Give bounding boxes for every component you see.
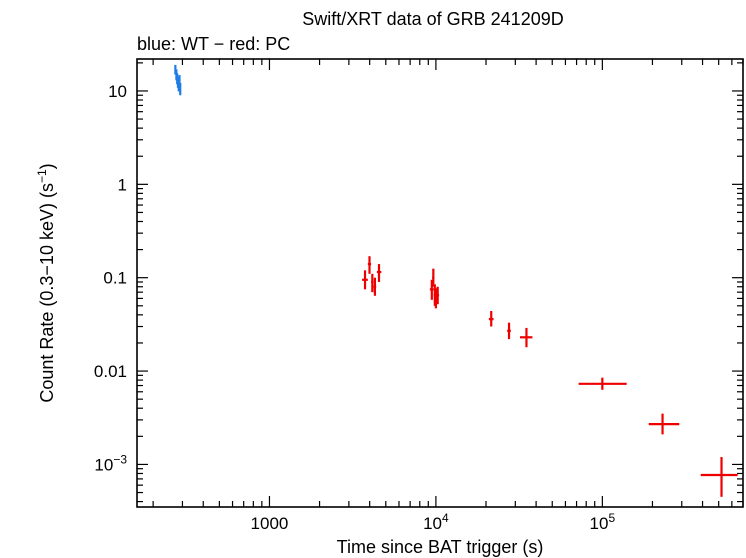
data-point [371,273,374,293]
chart-title: Swift/XRT data of GRB 241209D [302,9,563,29]
y-axis-label-exponent: −1 [35,169,49,183]
data-point [436,286,440,305]
y-tick-label: 10−3 [94,452,127,474]
data-point [367,256,372,274]
data-point [362,270,368,290]
y-tick-label: 0.01 [94,362,127,381]
tick-base: 10 [94,455,113,474]
x-axis-label: Time since BAT trigger (s) [337,537,544,557]
y-tick-label: 10 [108,82,127,101]
data-point [179,82,182,96]
tick-base: 10 [423,514,442,533]
data-point [429,279,434,300]
x-tick-label: 1000 [251,514,289,533]
y-tick-label: 0.1 [103,269,127,288]
x-tick-label: 104 [423,511,449,533]
tick-base: 10 [590,514,609,533]
data-point [519,327,533,348]
tick-exponent: −3 [113,452,127,466]
data-point [432,268,435,287]
axis-ticks [137,59,744,507]
y-axis-label-close: ) [37,163,57,169]
data-point [376,264,382,282]
tick-exponent: 4 [442,511,449,525]
x-tick-labels: 1000 104 105 [251,511,616,533]
data-point [488,310,494,327]
data-points [174,64,738,497]
y-axis-label: Count Rate (0.3−10 keV) (s−1) [35,163,57,402]
data-point [648,413,680,435]
plot-frame [136,58,744,508]
chart-subtitle: blue: WT − red: PC [137,34,290,54]
tick-exponent: 5 [608,511,615,525]
data-point [507,322,511,340]
data-point [700,457,738,497]
data-point [578,377,627,390]
data-point [373,277,377,296]
y-axis-label-main: Count Rate (0.3−10 keV) (s [37,183,57,403]
y-tick-label: 1 [118,175,127,194]
x-tick-label: 105 [590,511,616,533]
